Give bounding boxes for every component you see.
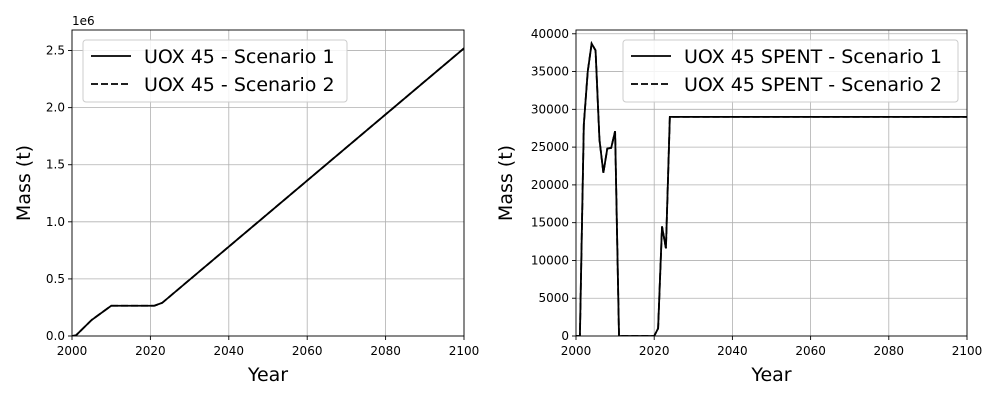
x-tick-label: 2040	[214, 344, 245, 358]
chart-1: 2000 2020 2040 2060 2080 2100 0.0 0.5 1.0 1.5 2.0 2…	[13, 14, 479, 386]
y-tick-label: 0.0	[46, 329, 65, 343]
x-tick-label: 2060	[795, 344, 826, 358]
y-axis-label: Mass (t)	[13, 145, 35, 221]
y-tick-label: 40000	[531, 27, 569, 41]
x-tick-label: 2080	[370, 344, 401, 358]
y-tick-label: 25000	[531, 140, 569, 154]
x-tick-label: 2000	[57, 344, 88, 358]
x-tick-label: 2000	[561, 344, 592, 358]
y-tick-label: 1.0	[46, 215, 65, 229]
y-tick-label: 2.0	[46, 101, 65, 115]
y-tick-label: 15000	[531, 216, 569, 230]
y-tick-label: 20000	[531, 178, 569, 192]
x-axis-label: Year	[750, 364, 791, 386]
series-line-dashed	[72, 47, 464, 336]
legend-box	[82, 39, 348, 103]
y-tick-label: 10000	[531, 253, 569, 267]
x-tick-label: 2020	[135, 344, 166, 358]
y-tick-label: 35000	[531, 65, 569, 79]
chart-2: 2000 2020 2040 2060 2080 2100 0 5000 10000 15000 2…	[495, 27, 982, 386]
y-tick-label: 0	[561, 329, 569, 343]
x-tick-label: 2020	[639, 344, 670, 358]
x-tick-label: 2080	[874, 344, 905, 358]
x-tick-label: 2100	[449, 344, 480, 358]
y-axis-label: Mass (t)	[495, 145, 517, 221]
legend-box	[622, 39, 959, 103]
x-axis-label: Year	[247, 364, 288, 386]
y-tick-label: 0.5	[46, 272, 65, 286]
x-tick-label: 2100	[952, 344, 983, 358]
y-tick-label: 2.5	[46, 44, 65, 58]
plot-frame	[71, 29, 465, 337]
legend: UOX 45 SPENT - Scenario 1 UOX 45 SPENT - …	[622, 39, 959, 103]
y-tick-label: 30000	[531, 102, 569, 116]
y-tick-label: 1.5	[46, 158, 65, 172]
legend-label: UOX 45 SPENT - Scenario 1	[684, 46, 942, 68]
legend: UOX 45 - Scenario 1 UOX 45 - Scenario 2	[82, 39, 348, 103]
legend-label: UOX 45 - Scenario 2	[144, 74, 335, 96]
x-tick-label: 2040	[717, 344, 748, 358]
y-tick-label: 5000	[538, 291, 569, 305]
y-offset-label: 1e6	[72, 14, 95, 28]
plot-frame	[575, 29, 968, 337]
x-tick-label: 2060	[292, 344, 323, 358]
legend-label: UOX 45 SPENT - Scenario 2	[684, 74, 942, 96]
legend-label: UOX 45 - Scenario 1	[144, 46, 335, 68]
series-line-dashed	[576, 40, 967, 336]
